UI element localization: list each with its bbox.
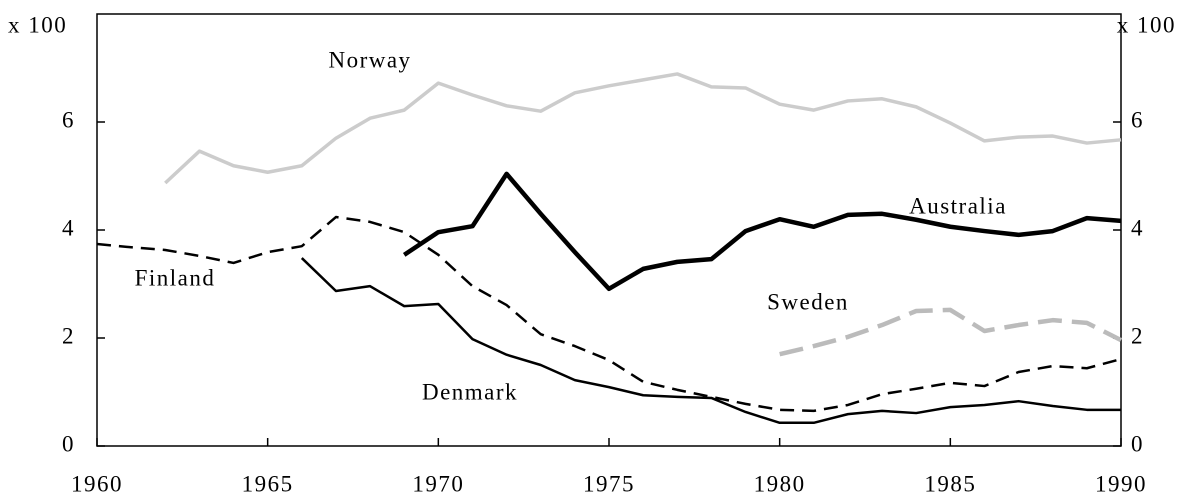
x-tick-label: 1960 bbox=[71, 471, 123, 496]
x-tick-label: 1970 bbox=[412, 471, 464, 496]
series-label: Denmark bbox=[422, 379, 518, 404]
x-tick-label: 1980 bbox=[754, 471, 806, 496]
x-tick-label: 1990 bbox=[1095, 471, 1147, 496]
y-tick-label: 0 bbox=[62, 431, 75, 456]
x-tick-label: 1975 bbox=[583, 471, 635, 496]
series-label: Sweden bbox=[767, 289, 849, 314]
series-line bbox=[779, 307, 1123, 357]
series-label: Norway bbox=[328, 47, 411, 72]
series-line bbox=[164, 72, 1122, 185]
series-label: Australia bbox=[909, 193, 1007, 218]
y-axis-label: x 100 bbox=[8, 12, 67, 37]
y2-tick-label: 2 bbox=[1131, 323, 1144, 348]
y-tick-label: 2 bbox=[62, 323, 75, 348]
y2-tick-label: 4 bbox=[1131, 215, 1144, 240]
x-tick-label: 1965 bbox=[242, 471, 294, 496]
y2-tick-label: 6 bbox=[1131, 107, 1144, 132]
y2-axis-label: x 100 bbox=[1117, 12, 1176, 37]
series-line bbox=[300, 257, 1121, 425]
y-tick-label: 6 bbox=[62, 107, 75, 132]
y-tick-label: 4 bbox=[62, 215, 75, 240]
y2-tick-label: 0 bbox=[1131, 431, 1144, 456]
x-tick-label: 1985 bbox=[924, 471, 976, 496]
series-line bbox=[96, 215, 1122, 413]
series-label: Finland bbox=[135, 265, 216, 290]
series-line bbox=[402, 171, 1122, 292]
